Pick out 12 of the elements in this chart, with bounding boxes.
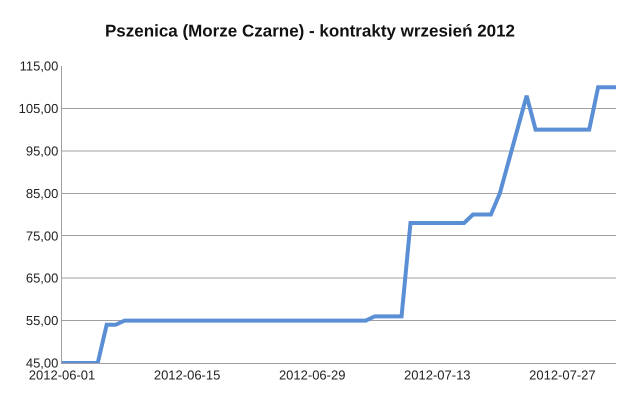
x-tick-label: 2012-07-27 <box>529 368 596 383</box>
y-tick-label: 55,00 <box>26 313 58 328</box>
x-tick-label: 2012-06-15 <box>154 368 220 383</box>
y-tick-label: 85,00 <box>26 186 58 201</box>
y-tick-label: 75,00 <box>26 228 58 244</box>
y-tick-label: 95,00 <box>26 143 58 158</box>
y-tick-label: 65,00 <box>26 270 58 286</box>
x-tick-label: 2012-07-13 <box>404 368 471 383</box>
chart-title: Pszenica (Morze Czarne) - kontrakty wrzesień 2012 <box>104 22 516 41</box>
y-tick-label: 115,00 <box>20 58 58 74</box>
y-tick-label: 105,00 <box>18 100 58 116</box>
x-tick-label: 2012-06-29 <box>278 368 346 383</box>
